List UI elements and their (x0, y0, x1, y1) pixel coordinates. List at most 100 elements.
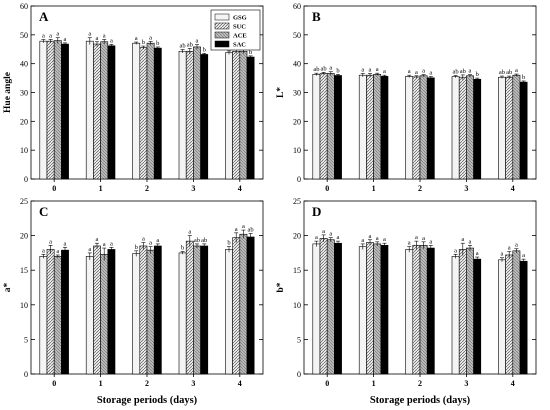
legend-label: GSG (233, 15, 247, 22)
significance-letter: a (337, 234, 340, 241)
x-tick-label: 0 (52, 379, 56, 388)
bar-suc (232, 50, 241, 180)
y-tick-label: 40 (293, 60, 301, 69)
significance-letter: ab (460, 68, 466, 75)
panel-letter: C (39, 204, 48, 219)
bar-ace (326, 239, 335, 375)
bar-ace (466, 75, 474, 180)
panel-letter: D (312, 204, 321, 219)
y-tick-label: 0 (24, 175, 28, 184)
significance-letter: a (415, 234, 418, 241)
significance-letter: a (501, 251, 504, 258)
bar-ace (146, 42, 155, 180)
y-tick-label: 5 (297, 335, 301, 344)
bar-sac (380, 244, 389, 375)
bar-suc (232, 237, 241, 375)
significance-letter: ab (453, 68, 459, 75)
significance-letter: a (369, 66, 372, 73)
y-tick-label: 60 (20, 2, 28, 11)
bar-suc (139, 245, 148, 375)
significance-letter: a (361, 237, 364, 244)
y-tick-label: 50 (293, 31, 301, 40)
y-tick-label: 25 (20, 197, 28, 206)
panel-letter: B (312, 9, 321, 24)
x-tick-label: 3 (464, 184, 468, 193)
bar-gsg (358, 246, 367, 375)
significance-letter: ab (187, 41, 193, 48)
y-tick-label: 30 (20, 89, 28, 98)
significance-letter: a (103, 32, 106, 39)
bar-ace (239, 233, 248, 375)
x-tick-label: 0 (325, 184, 329, 193)
significance-letter: a (369, 233, 372, 240)
legend: GSG SUC ACE SAC (210, 9, 261, 51)
significance-letter: a (422, 68, 425, 75)
significance-letter: a (42, 247, 45, 254)
bar-suc (46, 249, 55, 375)
legend-label: ACE (233, 33, 247, 40)
significance-letter: a (469, 68, 472, 75)
bar-sac (334, 75, 342, 180)
significance-letter: a (376, 66, 379, 73)
significance-letter: a (149, 34, 152, 41)
bar-suc (93, 43, 101, 180)
x-tick-label: 1 (372, 184, 376, 193)
significance-letter: b (203, 46, 206, 53)
bar-ace (146, 249, 155, 375)
bar-sac (61, 43, 69, 180)
bar-gsg (451, 76, 460, 180)
bar-ace (193, 245, 201, 375)
significance-letter: a (56, 31, 59, 38)
bar-ace (53, 40, 62, 180)
significance-letter: a (49, 32, 52, 39)
bar-suc (505, 76, 514, 180)
bar-gsg (178, 252, 187, 375)
bar-suc (458, 249, 467, 375)
significance-letter: a (188, 229, 191, 236)
x-tick-label: 4 (511, 379, 515, 388)
bar-ace (419, 75, 428, 180)
significance-letter: a (429, 70, 432, 77)
bar-gsg (451, 256, 460, 375)
bar-sac (334, 242, 342, 375)
bar-gsg (312, 74, 321, 180)
bar-suc (458, 76, 467, 180)
bar-suc (319, 238, 328, 375)
bar-ace (53, 256, 62, 375)
significance-letter: ab (201, 237, 207, 244)
bar-sac (200, 54, 209, 180)
significance-letter: a (56, 248, 59, 255)
significance-letter: a (196, 38, 199, 45)
bar-ace (100, 253, 109, 375)
y-tick-label: 40 (20, 60, 28, 69)
significance-letter: ab (321, 65, 327, 72)
significance-letter: a (361, 66, 364, 73)
bar-gsg (178, 50, 187, 180)
bar-gsg (39, 256, 48, 375)
bar-sac (61, 249, 69, 375)
significance-letter: a (42, 32, 45, 39)
bar-sac (519, 81, 528, 180)
bar-sac (473, 258, 482, 375)
bar-gsg (225, 52, 233, 180)
legend-label: SAC (233, 42, 246, 49)
y-tick-label: 20 (293, 232, 301, 241)
y-tick-label: 20 (20, 232, 28, 241)
significance-letter: ab (180, 43, 186, 50)
significance-letter: b (522, 74, 525, 81)
bar-gsg (405, 249, 414, 375)
significance-letter: a (235, 226, 238, 233)
significance-letter: a (96, 236, 99, 243)
x-tick-label: 4 (511, 184, 515, 193)
bar-sac (246, 236, 255, 375)
bar-gsg (85, 256, 94, 375)
legend-swatch-suc (214, 22, 230, 30)
y-axis-label: a* (3, 283, 13, 293)
x-axis-label: Storage periods (days) (370, 395, 471, 406)
significance-letter: a (322, 228, 325, 235)
significance-letter: a (88, 246, 91, 253)
legend-swatch-sac (214, 40, 230, 48)
